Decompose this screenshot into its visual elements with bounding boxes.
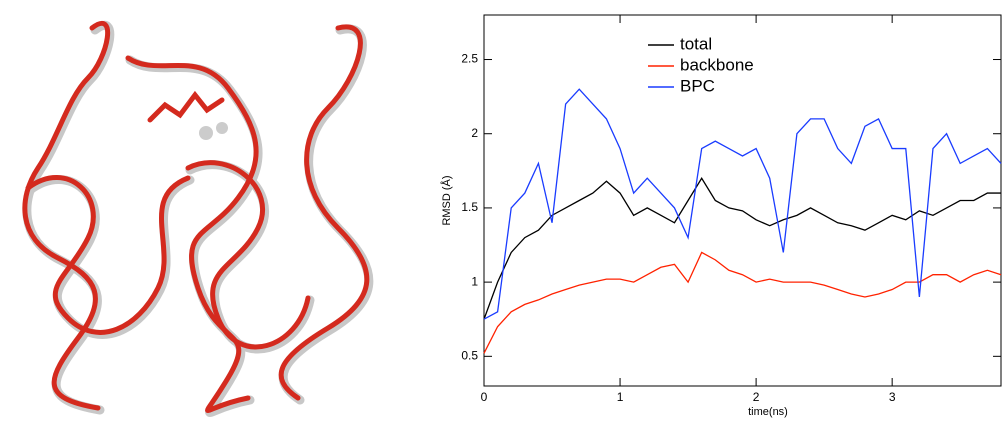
y-axis-label: RMSD (Å) [440, 175, 453, 225]
x-tick-label: 2 [753, 390, 760, 404]
rmsd-chart: 0.5 1 1.5 2 2.5 0 1 2 3 time(ns) RMSD (Å) total back… [440, 14, 1002, 418]
x-axis-label: time(ns) [748, 406, 788, 418]
y-tick-label: 1.5 [461, 200, 478, 214]
series-line [483, 176, 1001, 320]
legend-label: BPC [680, 76, 715, 95]
y-tick-label: 2 [471, 126, 478, 140]
x-tick-label: 1 [617, 390, 624, 404]
plot-frame [483, 14, 1002, 387]
x-tick-label: 3 [889, 390, 896, 404]
legend-label: total [680, 34, 712, 53]
legend-label: backbone [680, 55, 754, 74]
protein-ribbon-render [22, 20, 374, 417]
series-line [483, 251, 1002, 354]
y-tick-label: 0.5 [461, 348, 478, 362]
series-line [483, 88, 1002, 320]
y-tick-label: 2.5 [461, 52, 478, 66]
x-tick-label: 0 [481, 390, 488, 404]
y-tick-label: 1 [471, 274, 478, 288]
